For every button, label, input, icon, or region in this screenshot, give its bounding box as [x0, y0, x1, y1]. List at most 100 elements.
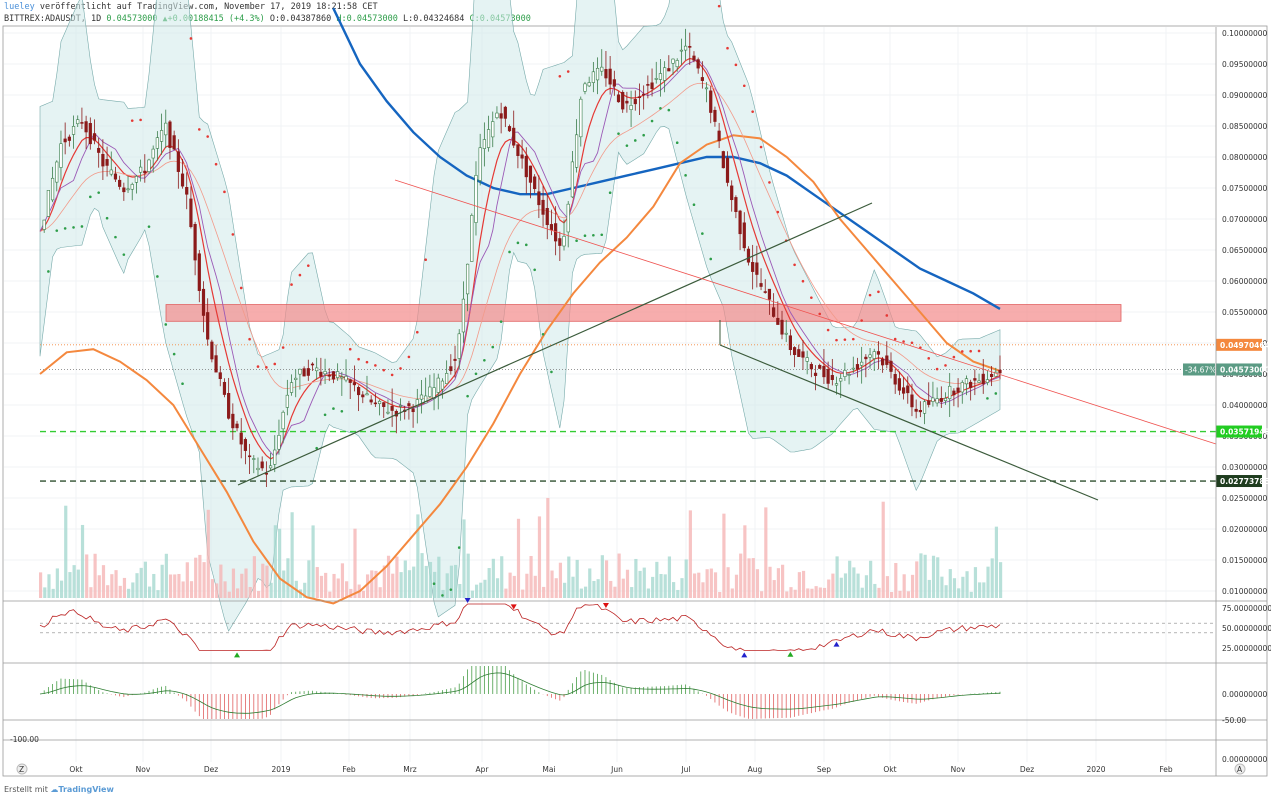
volume-bar [789, 587, 793, 598]
candle-body [457, 333, 461, 359]
volume-bar [801, 570, 806, 598]
time-tick-label: Sep [817, 765, 831, 774]
ema-fast-line [39, 57, 1001, 460]
candle-body [491, 121, 495, 138]
candle-body [663, 67, 667, 81]
price-label-text: 0.04970464 [1220, 341, 1270, 350]
candle-body [805, 357, 809, 362]
sar-dot [944, 364, 947, 367]
volume-bar [835, 556, 839, 598]
price-tick-label: 0.02500000 [1222, 494, 1268, 503]
volume-bar [885, 576, 890, 598]
percent-badge-text: -34.67% [1185, 365, 1216, 374]
candle-body [906, 385, 910, 394]
candle-body [952, 390, 956, 396]
ohlc-low: L:0.04324684 [402, 14, 465, 24]
volume-bar [521, 589, 525, 598]
volume-bar [781, 564, 785, 598]
candle-body [654, 78, 658, 80]
sar-dot [742, 84, 746, 88]
volume-bar [353, 528, 357, 598]
volume-bar [600, 555, 604, 598]
candle-body [340, 376, 344, 379]
volume-bar [604, 560, 609, 598]
volume-bar [185, 562, 189, 598]
volume-bar [114, 570, 118, 598]
candle-body [969, 381, 973, 388]
candle-body [868, 354, 872, 358]
volume-bar [768, 566, 772, 598]
auto-scale-button[interactable] [1234, 763, 1246, 775]
candle-body [319, 371, 323, 377]
candle-body [92, 133, 97, 141]
candle-body [872, 351, 876, 359]
candle-body [327, 374, 331, 377]
volume-bar [374, 570, 378, 598]
sar-dot [483, 358, 486, 362]
candle-body [436, 377, 440, 393]
volume-bar [223, 581, 227, 598]
brand-name[interactable]: TradingView [58, 785, 114, 794]
sar-dot [910, 341, 914, 345]
candle-body [709, 90, 713, 113]
volume-bar [705, 569, 709, 598]
volume-bar [625, 569, 630, 598]
candle-body [428, 386, 432, 397]
sar-dot [399, 367, 402, 370]
rsi-pane [3, 598, 1267, 658]
sar-dot [860, 319, 863, 322]
tradingview-logo-icon: ☁ [50, 785, 59, 794]
candle-body [512, 127, 516, 146]
candle-body [818, 365, 822, 369]
sar-dot [642, 133, 645, 137]
volume-bar [181, 581, 185, 598]
author-link[interactable]: lueley [4, 2, 35, 12]
candle-body [918, 409, 922, 413]
volume-bar [47, 574, 51, 598]
candle-body [252, 458, 256, 460]
sar-dot [147, 225, 151, 228]
candle-body [683, 45, 688, 51]
sar-dot [801, 279, 805, 283]
volume-bar [764, 507, 768, 598]
bollinger-band [39, 0, 1001, 632]
bottom-tick-label: 0.00000000 [1222, 755, 1268, 764]
volume-bar [957, 588, 961, 598]
sar-dot [524, 243, 528, 247]
sar-dot [625, 144, 629, 147]
candle-body [478, 147, 482, 181]
candle-body [193, 224, 197, 261]
candle-body [579, 98, 583, 138]
volume-bar [990, 558, 994, 598]
time-tick-label: 2020 [1086, 765, 1105, 774]
candle-body [482, 139, 486, 149]
sar-dot [533, 268, 536, 272]
candle-body [843, 370, 847, 377]
candle-body [939, 398, 943, 402]
time-tick-label: Apr [476, 765, 490, 774]
volume-bar [994, 526, 998, 598]
sar-dot [927, 357, 931, 360]
candle-body [528, 165, 533, 183]
candle-body [755, 262, 759, 275]
volume-bar [772, 580, 776, 598]
zoom-button[interactable] [16, 763, 28, 775]
ma200-line [332, 7, 1001, 310]
sar-dot [306, 264, 310, 267]
sar-dot [181, 382, 184, 386]
footer: Erstellt mit ☁TradingView [4, 785, 114, 794]
price-label-badge [1216, 338, 1262, 351]
candle-body [738, 210, 742, 235]
candle-body [59, 143, 63, 168]
candle-body [222, 381, 227, 395]
candle-body [734, 197, 738, 212]
sar-dot [818, 312, 822, 316]
volume-bar [248, 586, 252, 598]
candle-body [361, 394, 365, 398]
volume-bar [839, 577, 843, 598]
bollinger-fill [39, 0, 1001, 632]
candle-body [541, 199, 545, 215]
sar-dot [407, 355, 411, 359]
sar-dot [357, 357, 360, 361]
